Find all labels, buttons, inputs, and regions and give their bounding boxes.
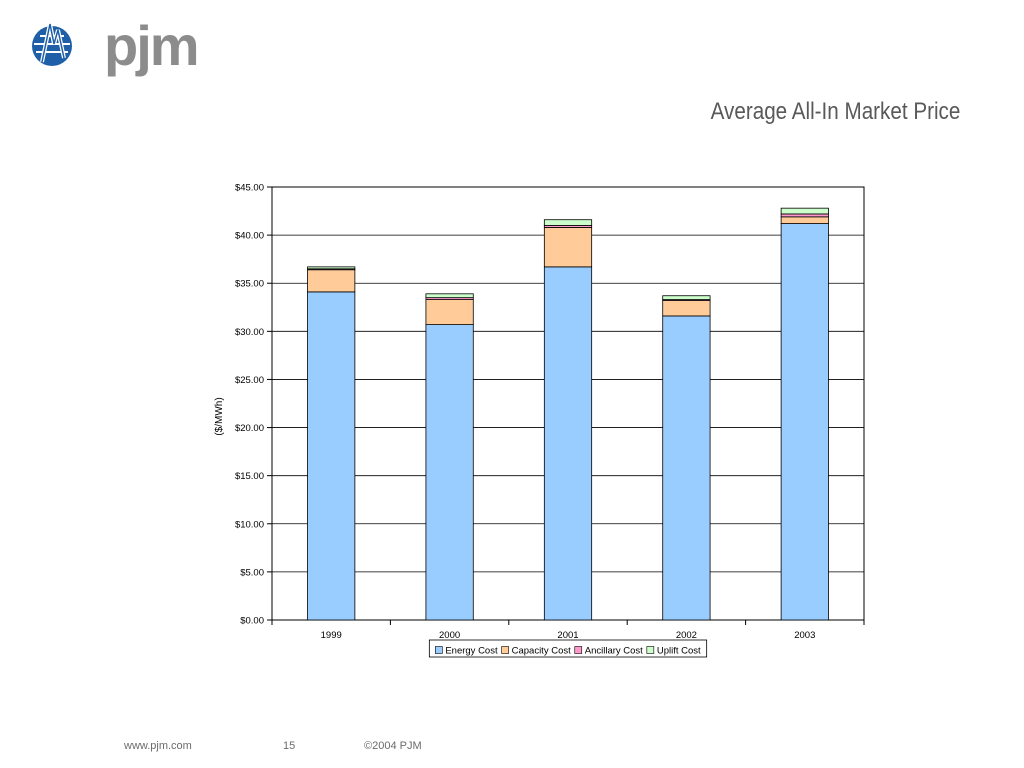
bar-segment <box>662 300 711 317</box>
y-tick-label: $35.00 <box>235 279 264 290</box>
bar-segment <box>780 213 829 218</box>
y-tick-label: $5.00 <box>240 567 264 578</box>
bar-segment <box>662 315 711 621</box>
legend-label: Energy Cost <box>445 646 498 657</box>
x-tick-label: 2001 <box>557 630 578 641</box>
legend-swatch <box>646 646 655 654</box>
logo-text: pjm <box>104 14 200 77</box>
slide-title: Average All-In Market Price <box>710 98 960 125</box>
bar-segment <box>543 227 593 268</box>
legend-label: Ancillary Cost <box>585 646 643 657</box>
legend-box <box>428 639 708 658</box>
bar-segment <box>307 269 356 293</box>
x-tick-label: 1999 <box>321 630 342 641</box>
bar-segment <box>780 223 829 621</box>
stacked-bar-chart: $0.00 $5.00 $10.00 $15.00 $20.00 $25.00 $30.00… <box>214 183 865 658</box>
y-tick-label: $40.00 <box>235 231 264 242</box>
bar-segment <box>543 266 593 621</box>
bar-segment <box>543 219 593 226</box>
chart: $0.00 $5.00 $10.00 $15.00 $20.00 $25.00 $30.00… <box>200 176 900 676</box>
bar-segment <box>662 295 711 300</box>
copyright: ©2004 PJM <box>364 740 422 752</box>
legend: Energy Cost Capacity Cost Ancillary Cost Up… <box>428 639 708 658</box>
y-tick-label: $30.00 <box>235 327 264 338</box>
pjm-logo: pjm <box>24 14 200 82</box>
y-tick-label: $20.00 <box>235 423 264 434</box>
bar-segment <box>307 291 356 621</box>
x-tick-label: 2002 <box>676 630 697 641</box>
x-tick-label: 2000 <box>439 630 460 641</box>
legend-swatch <box>574 646 583 654</box>
bar-segment <box>307 266 356 270</box>
legend-label: Capacity Cost <box>512 646 571 657</box>
legend-label: Uplift Cost <box>657 646 701 657</box>
footer-url[interactable]: www.pjm.com <box>124 740 192 752</box>
y-axis-label: ($/MWh) <box>214 397 225 435</box>
globe-icon <box>32 23 72 66</box>
legend-swatch <box>435 646 443 654</box>
bar-segment <box>425 299 474 325</box>
y-tick-label: $10.00 <box>235 519 264 530</box>
legend-swatch <box>501 646 509 654</box>
bar-segment <box>425 293 474 299</box>
bar-segment <box>780 216 829 224</box>
y-tick-label: $0.00 <box>240 616 264 627</box>
y-tick-label: $15.00 <box>235 471 264 482</box>
bar-segment <box>425 324 474 621</box>
y-tick-label: $25.00 <box>235 375 264 386</box>
y-tick-label: $45.00 <box>235 183 264 194</box>
bar-segment <box>780 207 829 215</box>
x-tick-label: 2003 <box>794 630 815 641</box>
page-number: 15 <box>283 740 296 752</box>
